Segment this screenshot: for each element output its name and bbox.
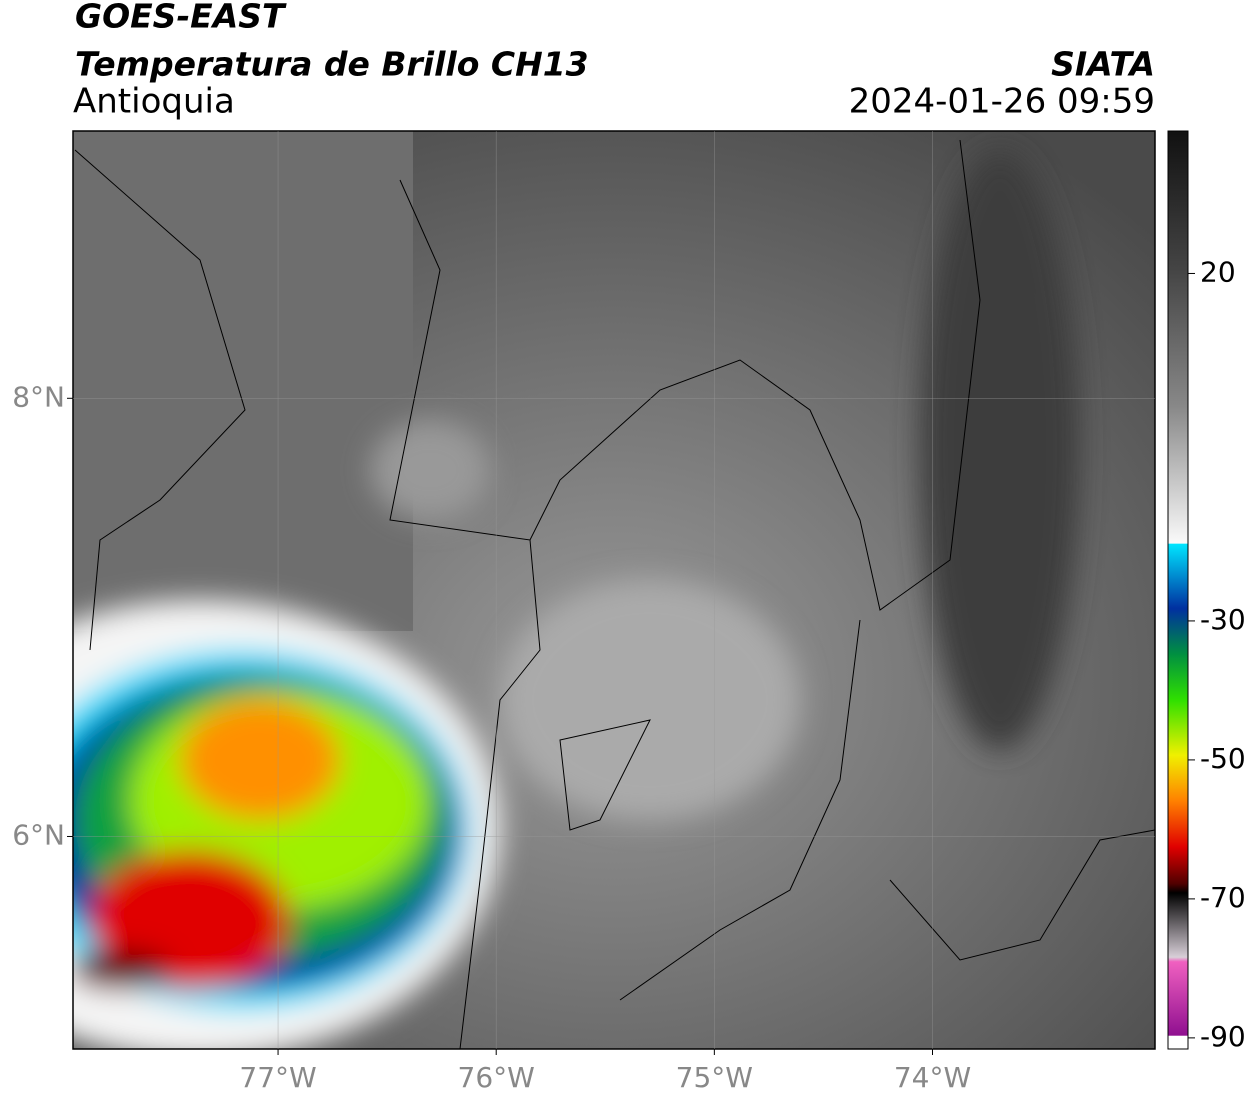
- title: GOES-EAST: [75, 0, 287, 36]
- x-tick-label: 77°W: [239, 1061, 316, 1094]
- colorbar-label: 20: [1200, 255, 1236, 288]
- x-tick-label: 74°W: [894, 1061, 971, 1094]
- subtitle: Temperatura de Brillo CH13: [75, 45, 589, 84]
- map-frame: [72, 130, 1156, 1050]
- datetime: 2024-01-26 09:59: [849, 82, 1155, 122]
- colorbar-label: -90: [1200, 1020, 1246, 1053]
- x-tick-label: 76°W: [458, 1061, 535, 1094]
- colorbar: [1167, 130, 1189, 1050]
- source: SIATA: [1051, 45, 1155, 84]
- colorbar-label: -70: [1200, 881, 1246, 914]
- region: Antioquia: [73, 82, 235, 122]
- colorbar-label: -50: [1200, 742, 1246, 775]
- y-tick-label: 6°N: [12, 818, 65, 851]
- colorbar-label: -30: [1200, 603, 1246, 636]
- x-tick-label: 75°W: [676, 1061, 753, 1094]
- imagery: [73, 131, 1155, 1049]
- y-tick-label: 8°N: [12, 380, 65, 413]
